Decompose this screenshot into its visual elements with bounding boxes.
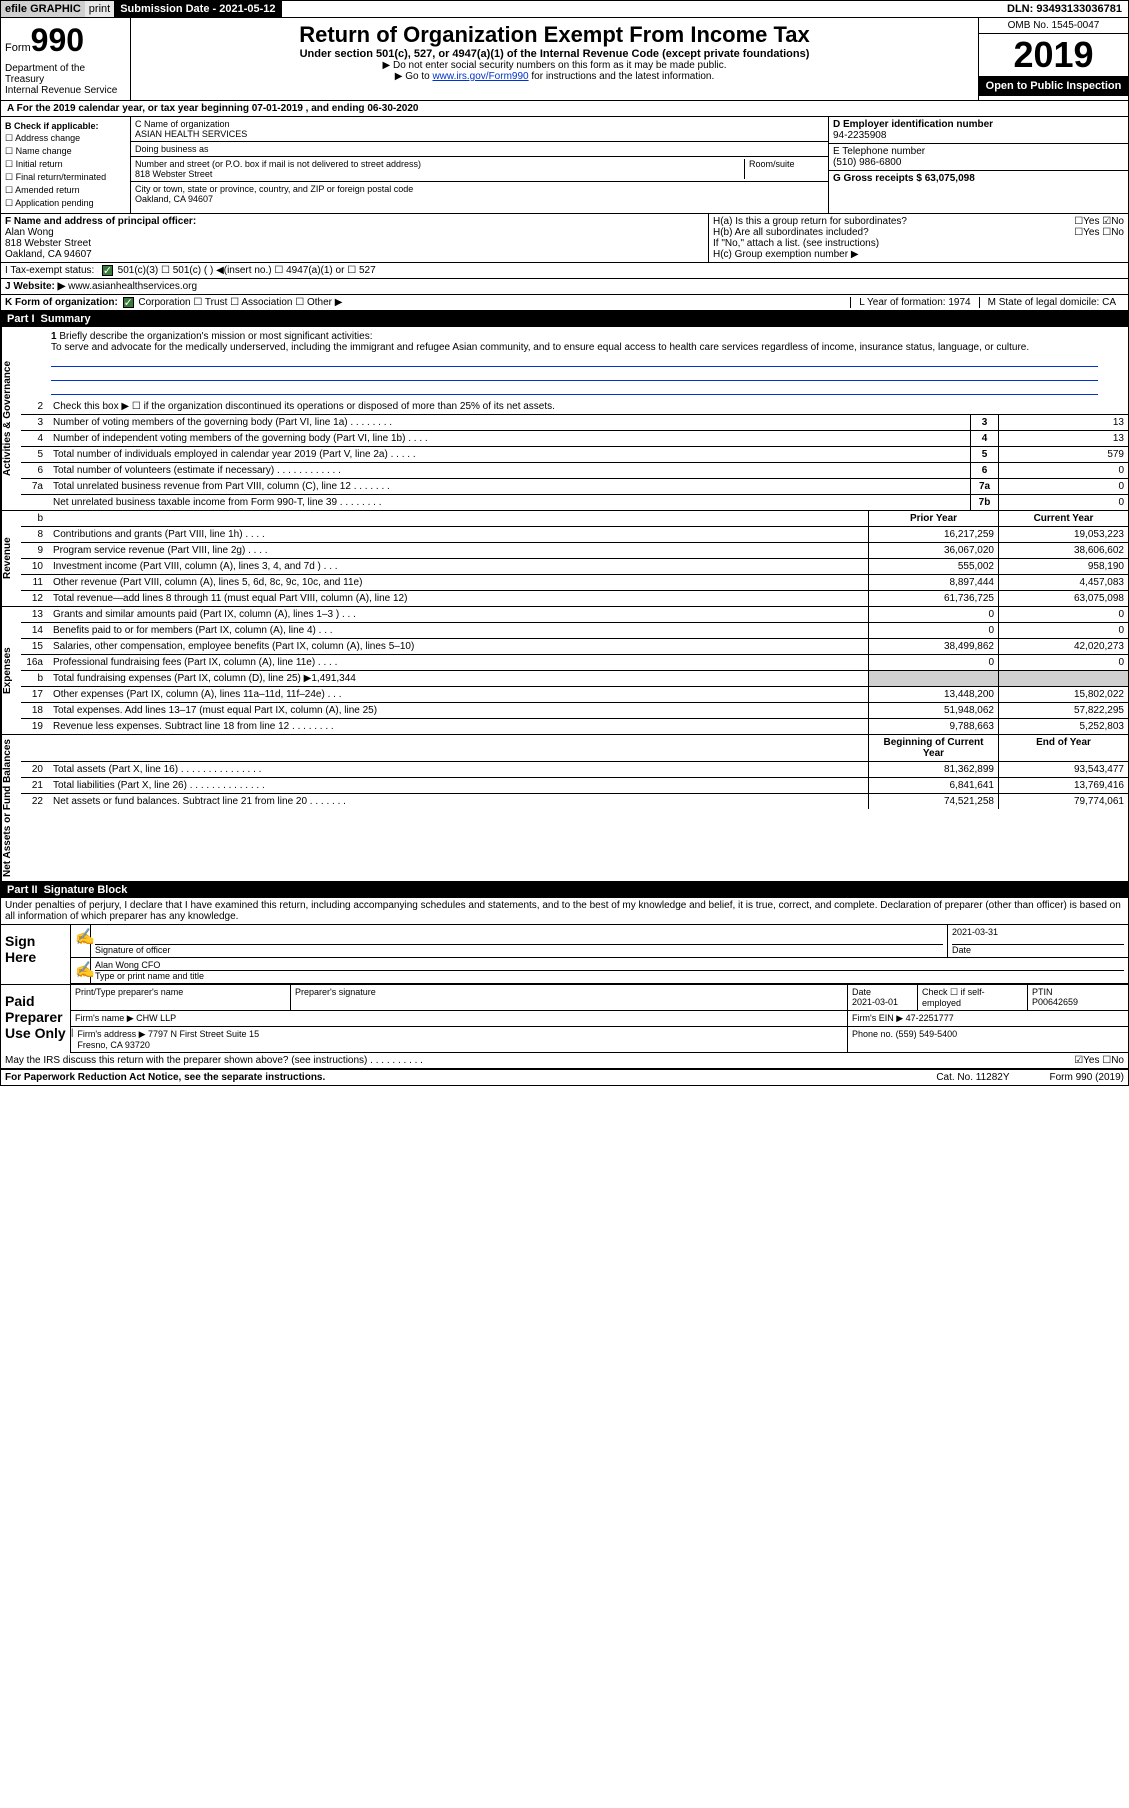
- state-domicile: M State of legal domicile: CA: [979, 297, 1124, 308]
- discuss-with-preparer: May the IRS discuss this return with the…: [1, 1053, 1128, 1069]
- dba: Doing business as: [131, 142, 828, 157]
- table-row: 8Contributions and grants (Part VIII, li…: [21, 527, 1128, 543]
- net-assets: Net Assets or Fund Balances Beginning of…: [1, 735, 1128, 882]
- sig-date: 2021-03-31: [952, 927, 1124, 945]
- form-990: efile GRAPHIC print Submission Date - 20…: [0, 0, 1129, 1086]
- check-app-pending[interactable]: ☐ Application pending: [5, 198, 126, 209]
- self-employed-check[interactable]: Check ☐ if self-employed: [918, 985, 1028, 1010]
- sign-here: Sign Here ✍ Signature of officer 2021-03…: [1, 924, 1128, 984]
- col-d-to-g: D Employer identification number94-22359…: [828, 117, 1128, 213]
- table-row: 22Net assets or fund balances. Subtract …: [21, 794, 1128, 809]
- row-i: I Tax-exempt status: 501(c)(3) ☐ 501(c) …: [1, 263, 1128, 279]
- ptin: P00642659: [1032, 997, 1078, 1007]
- subtitle-3: ▶ Go to www.irs.gov/Form990 for instruct…: [135, 71, 974, 82]
- firm-name: CHW LLP: [136, 1013, 176, 1023]
- tax-year: 2019: [979, 34, 1128, 76]
- irs-link[interactable]: www.irs.gov/Form990: [432, 71, 528, 82]
- table-row: 9Program service revenue (Part VIII, lin…: [21, 543, 1128, 559]
- section-f-h: F Name and address of principal officer:…: [1, 214, 1128, 263]
- officer-name-title: Alan Wong CFO: [95, 960, 1124, 971]
- perjury-statement: Under penalties of perjury, I declare th…: [1, 898, 1128, 924]
- ein: 94-2235908: [833, 130, 886, 141]
- check-initial-return[interactable]: ☐ Initial return: [5, 159, 126, 170]
- table-row: 17Other expenses (Part IX, column (A), l…: [21, 687, 1128, 703]
- dln: DLN: 93493133036781: [1001, 1, 1128, 17]
- officer-name: Alan Wong: [5, 227, 54, 238]
- check-address-change[interactable]: ☐ Address change: [5, 133, 126, 144]
- gov-line: 3Number of voting members of the governi…: [21, 415, 1128, 431]
- form-ref: Form 990 (2019): [1050, 1072, 1124, 1083]
- line-a: A For the 2019 calendar year, or tax yea…: [1, 101, 1128, 116]
- table-row: 14Benefits paid to or for members (Part …: [21, 623, 1128, 639]
- table-row: 21Total liabilities (Part X, line 26) . …: [21, 778, 1128, 794]
- org-name: ASIAN HEALTH SERVICES: [135, 129, 247, 139]
- submission-date: Submission Date - 2021-05-12: [114, 1, 281, 17]
- part-2-header: Part IISignature Block: [1, 882, 1128, 898]
- room-suite: Room/suite: [744, 159, 824, 179]
- revenue: Revenue bPrior YearCurrent Year 8Contrib…: [1, 511, 1128, 607]
- table-row: 11Other revenue (Part VIII, column (A), …: [21, 575, 1128, 591]
- telephone: (510) 986-6800: [833, 157, 901, 168]
- form-word: Form: [5, 42, 31, 54]
- row-j: J Website: ▶ www.asianhealthservices.org: [1, 279, 1128, 295]
- firm-ein: 47-2251777: [906, 1013, 954, 1023]
- hc-group-exemption: H(c) Group exemption number ▶: [713, 249, 1124, 260]
- paid-preparer: Paid Preparer Use Only Print/Type prepar…: [1, 984, 1128, 1053]
- street-address: 818 Webster Street: [135, 169, 212, 179]
- table-row: 16aProfessional fundraising fees (Part I…: [21, 655, 1128, 671]
- part-1-header: Part ISummary: [1, 311, 1128, 327]
- gov-line: 6Total number of volunteers (estimate if…: [21, 463, 1128, 479]
- section-b-to-g: B Check if applicable: ☐ Address change …: [1, 116, 1128, 214]
- preparer-date: 2021-03-01: [852, 997, 898, 1007]
- main-title: Return of Organization Exempt From Incom…: [135, 22, 974, 48]
- gov-line: 4Number of independent voting members of…: [21, 431, 1128, 447]
- gov-line: Net unrelated business taxable income fr…: [21, 495, 1128, 510]
- table-row: 19Revenue less expenses. Subtract line 1…: [21, 719, 1128, 734]
- table-row: 12Total revenue—add lines 8 through 11 (…: [21, 591, 1128, 606]
- netassets-header: Beginning of Current YearEnd of Year: [21, 735, 1128, 762]
- footer: For Paperwork Reduction Act Notice, see …: [1, 1069, 1128, 1085]
- table-row: 18Total expenses. Add lines 13–17 (must …: [21, 703, 1128, 719]
- activities-governance: Activities & Governance 1 Briefly descri…: [1, 327, 1128, 511]
- gross-receipts: G Gross receipts $ 63,075,098: [833, 173, 975, 184]
- col-c: C Name of organizationASIAN HEALTH SERVI…: [131, 117, 828, 213]
- city-state-zip: Oakland, CA 94607: [135, 194, 213, 204]
- header: Form990 Department of the Treasury Inter…: [1, 18, 1128, 101]
- expenses: Expenses 13Grants and similar amounts pa…: [1, 607, 1128, 735]
- print-link[interactable]: print: [85, 1, 114, 17]
- revenue-header: bPrior YearCurrent Year: [21, 511, 1128, 527]
- year-formation: L Year of formation: 1974: [850, 297, 978, 308]
- efile-label: efile GRAPHIC: [1, 1, 85, 17]
- table-row: 13Grants and similar amounts paid (Part …: [21, 607, 1128, 623]
- mission-text: To serve and advocate for the medically …: [51, 342, 1029, 353]
- hb-yes-no[interactable]: ☐Yes ☐No: [1074, 227, 1124, 238]
- open-inspection: Open to Public Inspection: [979, 76, 1128, 96]
- check-final-return[interactable]: ☐ Final return/terminated: [5, 172, 126, 183]
- table-row: bTotal fundraising expenses (Part IX, co…: [21, 671, 1128, 687]
- gov-line: 5Total number of individuals employed in…: [21, 447, 1128, 463]
- ha-yes-no[interactable]: ☐Yes ☑No: [1074, 216, 1124, 227]
- check-name-change[interactable]: ☐ Name change: [5, 146, 126, 157]
- department: Department of the Treasury Internal Reve…: [5, 63, 126, 96]
- firm-phone: (559) 549-5400: [896, 1029, 958, 1039]
- table-row: 10Investment income (Part VIII, column (…: [21, 559, 1128, 575]
- subtitle-1: Under section 501(c), 527, or 4947(a)(1)…: [135, 48, 974, 60]
- col-b: B Check if applicable: ☐ Address change …: [1, 117, 131, 213]
- check-501c3[interactable]: [102, 265, 113, 276]
- cat-no: Cat. No. 11282Y: [936, 1072, 1009, 1083]
- topbar: efile GRAPHIC print Submission Date - 20…: [1, 1, 1128, 18]
- discuss-yes-no[interactable]: ☑Yes ☐No: [1074, 1055, 1124, 1066]
- subtitle-2: ▶ Do not enter social security numbers o…: [135, 60, 974, 71]
- gov-line: 7aTotal unrelated business revenue from …: [21, 479, 1128, 495]
- table-row: 20Total assets (Part X, line 16) . . . .…: [21, 762, 1128, 778]
- check-amended[interactable]: ☐ Amended return: [5, 185, 126, 196]
- mission-block: 1 Briefly describe the organization's mi…: [21, 327, 1128, 399]
- omb-number: OMB No. 1545-0047: [979, 18, 1128, 34]
- check-corporation[interactable]: [123, 297, 134, 308]
- table-row: 15Salaries, other compensation, employee…: [21, 639, 1128, 655]
- row-k: K Form of organization: Corporation ☐ Tr…: [1, 295, 1128, 311]
- website: www.asianhealthservices.org: [68, 281, 197, 292]
- form-number: 990: [31, 22, 84, 58]
